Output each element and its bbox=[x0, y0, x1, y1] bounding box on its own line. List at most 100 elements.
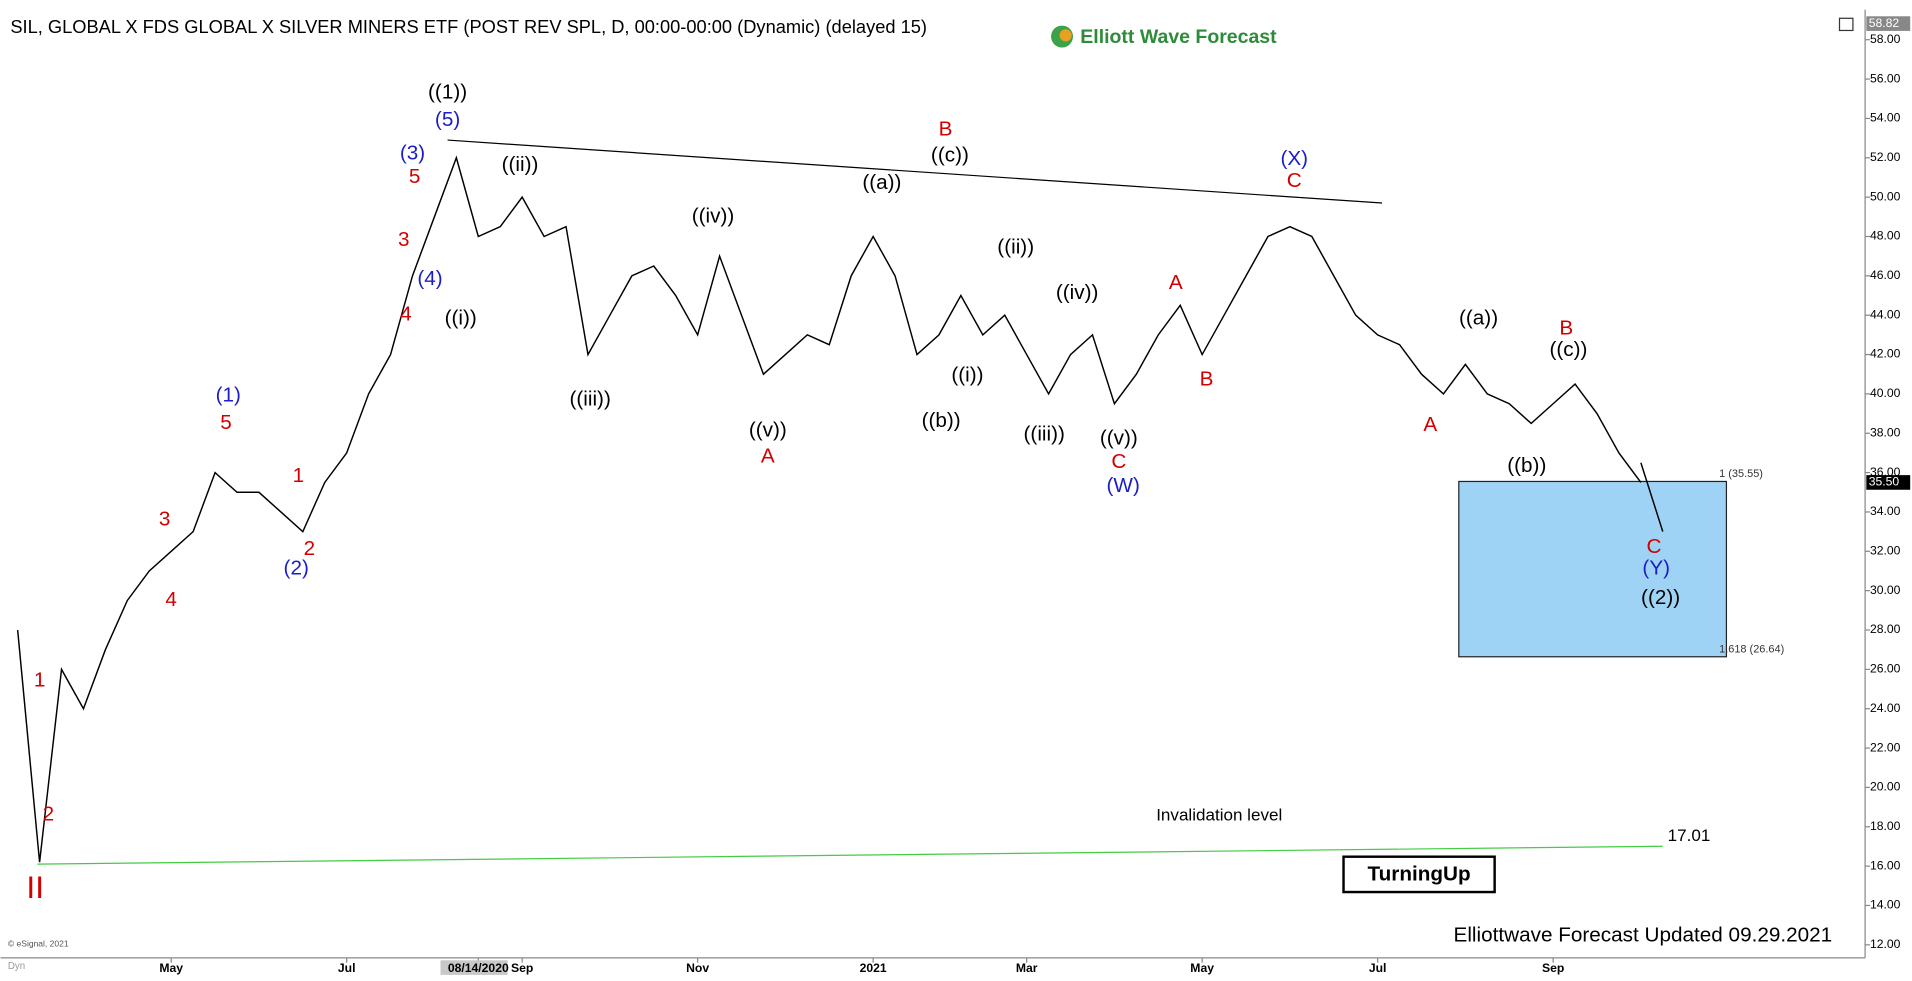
invalidation-value: 17.01 bbox=[1668, 826, 1711, 845]
wave-label: (4) bbox=[417, 267, 442, 290]
wave-label: (2) bbox=[284, 556, 309, 579]
wave-label: ((i)) bbox=[445, 307, 477, 330]
wave-label: (X) bbox=[1280, 147, 1308, 170]
trend-line bbox=[447, 139, 1383, 204]
wave-label: II bbox=[26, 869, 44, 905]
x-tick-label: Sep bbox=[511, 961, 533, 975]
y-tick-label: 48.00 bbox=[1870, 229, 1901, 243]
wave-label: ((v)) bbox=[1100, 427, 1138, 450]
wave-label: ((iv)) bbox=[1056, 281, 1099, 304]
price-marker bbox=[1866, 475, 1911, 490]
wave-label: ((1)) bbox=[428, 80, 467, 103]
price-marker-label: 58.82 bbox=[1869, 16, 1900, 30]
wave-label: 1 bbox=[293, 464, 305, 487]
wave-label: 3 bbox=[159, 507, 171, 530]
wave-label: A bbox=[761, 444, 775, 467]
y-tick-label: 54.00 bbox=[1870, 111, 1901, 125]
wave-label: 1 bbox=[34, 669, 46, 692]
x-tick-label: May bbox=[159, 961, 183, 975]
wave-label: C bbox=[1111, 450, 1126, 473]
y-tick-label: 28.00 bbox=[1870, 622, 1901, 636]
y-tick-label: 32.00 bbox=[1870, 544, 1901, 558]
y-tick-label: 26.00 bbox=[1870, 662, 1901, 676]
y-tick-label: 18.00 bbox=[1870, 819, 1901, 833]
wave-label: ((iii)) bbox=[1024, 423, 1065, 446]
logo-text: Elliott Wave Forecast bbox=[1080, 26, 1277, 48]
wave-label: ((a)) bbox=[1459, 307, 1498, 330]
price-marker-label: 35.50 bbox=[1869, 475, 1900, 489]
wave-label: B bbox=[1200, 368, 1214, 391]
logo-icon bbox=[1059, 29, 1072, 42]
wave-label: 5 bbox=[409, 165, 421, 188]
x-tick-label: Jul bbox=[338, 961, 356, 975]
wave-label: ((i)) bbox=[951, 364, 983, 387]
y-tick-label: 38.00 bbox=[1870, 425, 1901, 439]
wave-label: ((ii)) bbox=[502, 153, 539, 176]
y-tick-label: 58.00 bbox=[1870, 32, 1901, 46]
target-box bbox=[1458, 480, 1728, 658]
wave-label: ((iv)) bbox=[692, 204, 735, 227]
trend-line bbox=[37, 845, 1663, 865]
y-tick-label: 30.00 bbox=[1870, 583, 1901, 597]
y-tick-label: 22.00 bbox=[1870, 740, 1901, 754]
price-marker bbox=[1866, 16, 1911, 31]
window-icon bbox=[1838, 17, 1854, 32]
wave-label: 3 bbox=[398, 228, 410, 251]
wave-label: (1) bbox=[216, 383, 241, 406]
wave-label: (Y) bbox=[1642, 556, 1670, 579]
wave-label: A bbox=[1169, 271, 1183, 294]
x-tick-label: Mar bbox=[1016, 961, 1038, 975]
wave-label: 2 bbox=[304, 537, 316, 560]
wave-label: ((2)) bbox=[1641, 586, 1680, 609]
x-tick-label: Jul bbox=[1369, 961, 1387, 975]
y-tick-label: 20.00 bbox=[1870, 780, 1901, 794]
footer: Elliottwave Forecast Updated 09.29.2021 bbox=[1454, 923, 1833, 946]
y-tick-label: 14.00 bbox=[1870, 898, 1901, 912]
x-tick-label: May bbox=[1190, 961, 1214, 975]
wave-label: ((v)) bbox=[749, 419, 787, 442]
box-label: 1 (35.55) bbox=[1719, 468, 1763, 480]
wave-label: C bbox=[1287, 169, 1302, 192]
wave-label: 2 bbox=[43, 802, 55, 825]
invalidation-label: Invalidation level bbox=[1156, 805, 1282, 824]
y-tick-label: 46.00 bbox=[1870, 268, 1901, 282]
wave-label: ((c)) bbox=[931, 143, 969, 166]
x-tick-label: 08/14/2020 bbox=[448, 961, 509, 975]
y-tick-label: 40.00 bbox=[1870, 386, 1901, 400]
wave-label: ((b)) bbox=[1507, 454, 1546, 477]
chart-title: SIL, GLOBAL X FDS GLOBAL X SILVER MINERS… bbox=[10, 16, 927, 37]
wave-label: 4 bbox=[400, 303, 412, 326]
x-tick-label: 2021 bbox=[860, 961, 887, 975]
y-tick-label: 24.00 bbox=[1870, 701, 1901, 715]
wave-label: ((c)) bbox=[1550, 338, 1588, 361]
price-line bbox=[16, 155, 1642, 863]
wave-label: ((b)) bbox=[922, 409, 961, 432]
wave-label: A bbox=[1423, 413, 1437, 436]
wave-label: (W) bbox=[1107, 474, 1140, 497]
y-tick-label: 12.00 bbox=[1870, 937, 1901, 951]
y-tick-label: 16.00 bbox=[1870, 858, 1901, 872]
wave-label: 5 bbox=[220, 411, 232, 434]
x-tick-label: Nov bbox=[686, 961, 709, 975]
corner-label: Dyn bbox=[8, 961, 25, 972]
y-tick-label: 50.00 bbox=[1870, 189, 1901, 203]
y-tick-label: 56.00 bbox=[1870, 71, 1901, 85]
y-tick-label: 52.00 bbox=[1870, 150, 1901, 164]
x-tick-label: Sep bbox=[1542, 961, 1564, 975]
badge-box bbox=[1342, 855, 1496, 894]
wave-label: ((a)) bbox=[862, 171, 901, 194]
y-tick-label: 34.00 bbox=[1870, 504, 1901, 518]
wave-label: ((ii)) bbox=[997, 236, 1034, 259]
wave-label: B bbox=[1559, 316, 1573, 339]
wave-label: ((iii)) bbox=[569, 387, 610, 410]
wave-label: C bbox=[1647, 535, 1662, 558]
price-line bbox=[1640, 462, 1664, 532]
box-label: 1.618 (26.64) bbox=[1719, 643, 1784, 655]
x-highlight bbox=[440, 960, 508, 975]
y-tick-label: 44.00 bbox=[1870, 307, 1901, 321]
badge: TurningUp bbox=[1368, 862, 1471, 885]
copyright: © eSignal, 2021 bbox=[8, 939, 69, 949]
wave-label: (5) bbox=[435, 108, 460, 131]
